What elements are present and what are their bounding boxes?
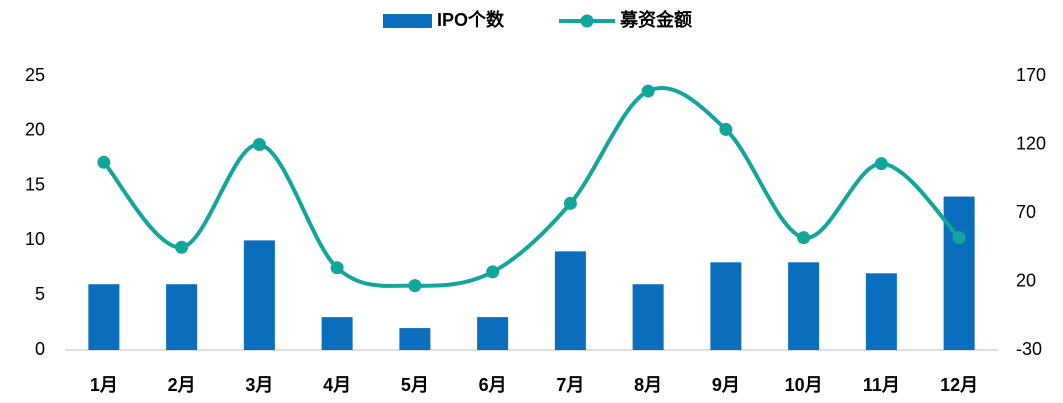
x-tick-label: 2月 (168, 375, 196, 395)
line-marker (97, 155, 111, 169)
line-marker (252, 138, 266, 151)
line-marker (330, 261, 344, 275)
line-marker (486, 265, 500, 279)
y-tick-label: 0 (35, 339, 45, 359)
y2-tick-label: 20 (1016, 270, 1036, 290)
x-tick-label: 1月 (90, 375, 118, 395)
bar (399, 328, 431, 350)
line-marker (408, 279, 422, 293)
line-marker (797, 231, 811, 245)
bar (865, 273, 897, 350)
bar (943, 196, 975, 350)
x-tick-label: 3月 (245, 375, 273, 395)
x-tick-label: 10月 (785, 375, 823, 395)
x-tick-label: 4月 (323, 375, 351, 395)
line-marker (641, 84, 655, 98)
legend-swatch (580, 14, 594, 28)
line-marker (563, 196, 577, 210)
legend-label: IPO个数 (437, 9, 505, 30)
line-marker (952, 231, 966, 245)
x-tick-label: 9月 (712, 375, 740, 395)
y2-tick-label: -30 (1016, 339, 1042, 359)
bar (632, 284, 664, 350)
line-marker (175, 240, 189, 254)
x-tick-label: 5月 (401, 375, 429, 395)
x-tick-label: 7月 (556, 375, 584, 395)
y2-tick-label: 120 (1016, 133, 1046, 153)
line (102, 85, 961, 288)
x-tick-label: 11月 (863, 375, 900, 395)
legend-label: 募资金额 (619, 9, 692, 30)
y-tick-label: 20 (25, 120, 45, 140)
y2-tick-label: 170 (1016, 65, 1046, 85)
legend-swatch (383, 14, 432, 28)
bar (243, 240, 275, 350)
line-marker (874, 157, 888, 171)
x-tick-label: 6月 (479, 375, 507, 395)
bar (554, 251, 586, 350)
y-tick-label: 15 (25, 174, 45, 194)
bar (477, 317, 509, 350)
line-marker (719, 122, 733, 136)
x-tick-label: 12月 (940, 375, 978, 395)
bar (788, 262, 820, 350)
y-tick-label: 5 (35, 284, 45, 304)
bar (321, 317, 353, 350)
y-tick-label: 25 (25, 65, 45, 85)
y-tick-label: 10 (25, 229, 45, 249)
x-tick-label: 8月 (634, 375, 662, 395)
y2-tick-label: 70 (1016, 202, 1036, 222)
bar (88, 284, 120, 350)
bar (710, 262, 742, 350)
bar (166, 284, 198, 350)
